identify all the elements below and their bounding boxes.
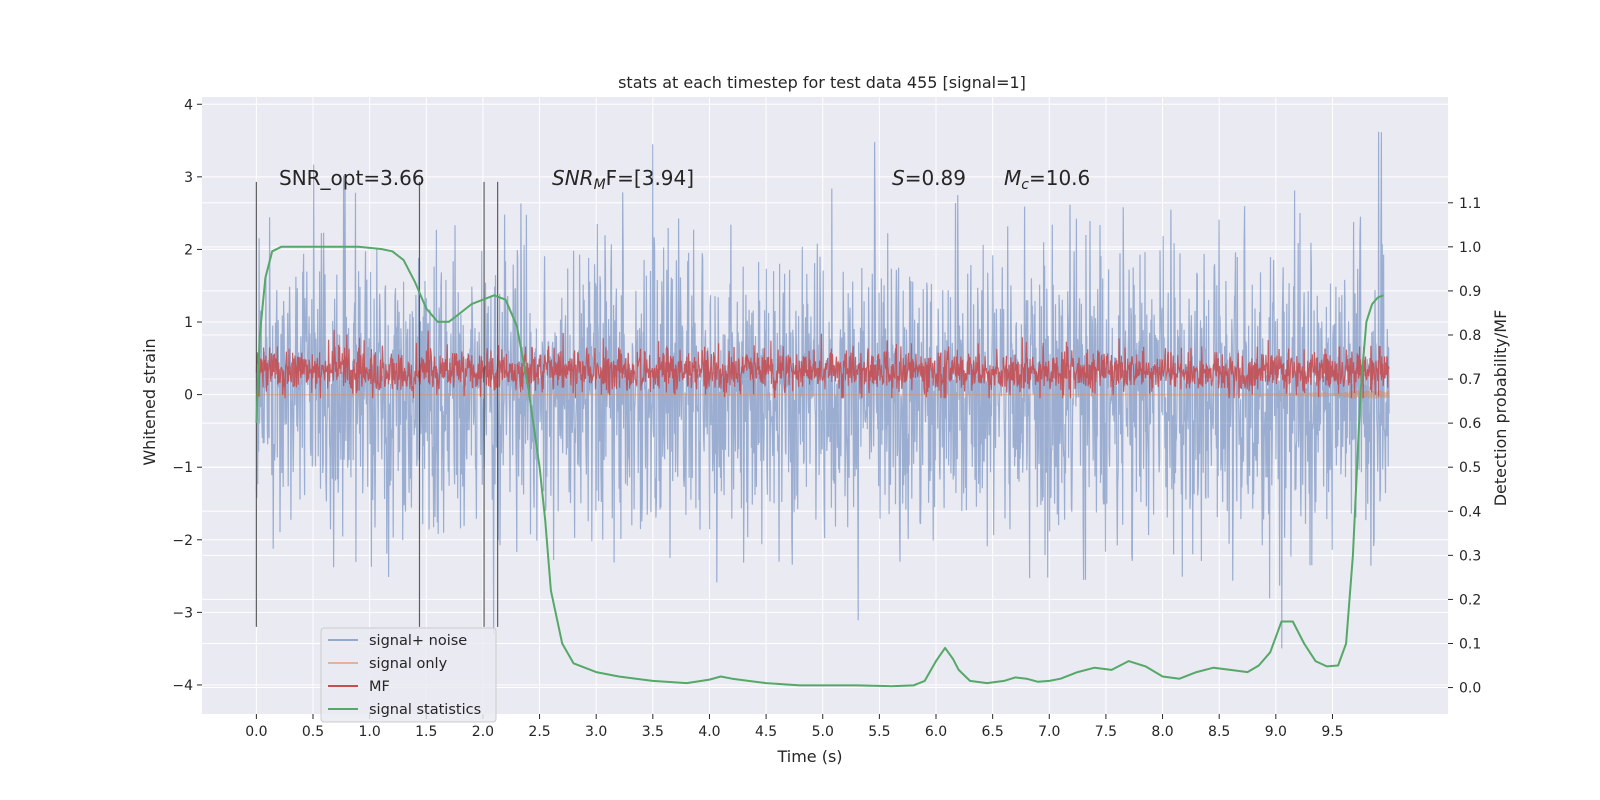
y2-tick-label: 0.5 (1459, 460, 1481, 476)
annotation-s-rest: =0.89 (905, 166, 966, 190)
y2-tick-label: 0.2 (1459, 592, 1481, 608)
y-tick-label: 2 (184, 242, 193, 258)
legend-label-signal-statistics: signal statistics (369, 702, 481, 718)
chart-title: stats at each timestep for test data 455… (618, 73, 1026, 92)
x-axis-label: Time (s) (776, 747, 842, 766)
y2-tick-label: 1.0 (1459, 240, 1481, 256)
x-tick-label: 7.5 (1095, 724, 1117, 740)
y2-tick-label: 0.9 (1459, 284, 1481, 300)
legend-box (320, 627, 497, 723)
y2-tick-label: 0.3 (1459, 548, 1481, 564)
y2-tick-label: 0.6 (1459, 416, 1481, 432)
annotation-s: S=0.89 (892, 166, 966, 190)
signal-statistics-line (255, 245, 1384, 688)
series-signal-statistics (255, 245, 1384, 688)
annotation-s-main: S (892, 166, 905, 190)
x-tick-label: 0.0 (245, 724, 267, 740)
annotation-mc-main: M (1004, 166, 1021, 190)
y2-tick-label: 0.4 (1459, 504, 1481, 520)
y-tick-label: 0 (184, 388, 193, 404)
x-tick-label: 4.5 (755, 724, 777, 740)
annotation-mc-rest: =10.6 (1029, 166, 1090, 190)
x-tick-label: 1.5 (415, 724, 437, 740)
x-axis-ticks: 0.0 0.5 1.0 1.5 2.0 2.5 3.0 3.5 4.0 4.5 5.0 5.5 6.0 6… (245, 714, 1344, 740)
annotation-snr-mf-sub: M (594, 177, 606, 193)
signal-noise-trace (255, 131, 1390, 649)
mf-trace (255, 329, 1390, 399)
series-mf (255, 329, 1390, 399)
x-tick-label: 0.5 (302, 724, 324, 740)
y-tick-label: 1 (184, 315, 193, 331)
x-tick-label: 9.0 (1265, 724, 1287, 740)
y2-tick-label: 0.1 (1459, 636, 1481, 652)
y-tick-label: −4 (172, 678, 193, 694)
x-tick-label: 6.5 (982, 724, 1004, 740)
series-signal-noise (255, 131, 1390, 649)
y2-axis-label: Detection probability/MF (1491, 310, 1510, 507)
annotation-snr-mf-main: SNR (552, 166, 594, 190)
annotation-snr-opt: SNR_opt=3.66 (279, 166, 425, 190)
legend-label-mf: MF (369, 679, 390, 695)
y-tick-label: 4 (184, 97, 193, 113)
legend-label-signal-noise: signal+ noise (369, 633, 467, 649)
y-tick-label: −2 (172, 533, 193, 549)
signal-only-trace (256, 390, 1390, 399)
annotation-mc-sub: c (1021, 177, 1029, 193)
y2-tick-label: 0.8 (1459, 328, 1481, 344)
x-tick-label: 7.0 (1038, 724, 1060, 740)
annotation-mc: Mc=10.6 (1004, 166, 1090, 193)
series-signal-only (256, 390, 1390, 399)
y2-tick-label: 0.0 (1459, 681, 1481, 697)
x-tick-label: 9.5 (1321, 724, 1343, 740)
x-tick-label: 2.5 (528, 724, 550, 740)
x-tick-label: 4.0 (698, 724, 720, 740)
x-tick-label: 6.0 (925, 724, 947, 740)
y-axis-ticks: −4 −3 −2 −1 0 1 2 3 4 (172, 97, 202, 694)
x-tick-label: 1.0 (359, 724, 381, 740)
y-tick-label: −1 (172, 460, 193, 476)
x-tick-label: 8.0 (1151, 724, 1173, 740)
y2-axis-ticks: 0.0 0.1 0.2 0.3 0.4 0.5 0.6 0.7 0.8 0.9 1.0 1.1 (1448, 196, 1481, 697)
legend-label-signal-only: signal only (369, 656, 448, 672)
annotation-snr-mf: SNRMF=[3.94] (552, 166, 694, 193)
y-tick-label: −3 (172, 605, 193, 621)
y2-tick-label: 1.1 (1459, 196, 1481, 212)
y2-tick-label: 0.7 (1459, 372, 1481, 388)
legend: signal+ noise signal only MF signal stat… (320, 627, 497, 723)
y-tick-label: 3 (184, 170, 193, 186)
x-tick-label: 3.5 (642, 724, 664, 740)
x-tick-label: 8.5 (1208, 724, 1230, 740)
x-tick-label: 5.5 (868, 724, 890, 740)
x-tick-label: 3.0 (585, 724, 607, 740)
x-tick-label: 5.0 (812, 724, 834, 740)
annotation-snr-mf-rest: F=[3.94] (606, 166, 694, 190)
y-axis-label: Whitened strain (140, 338, 159, 465)
x-tick-label: 2.0 (472, 724, 494, 740)
